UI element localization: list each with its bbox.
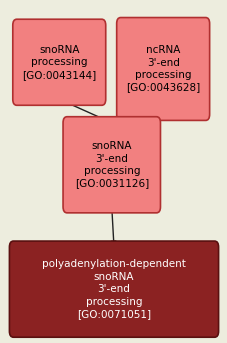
FancyBboxPatch shape [9,241,218,337]
Text: snoRNA
3'-end
processing
[GO:0031126]: snoRNA 3'-end processing [GO:0031126] [74,141,148,188]
FancyBboxPatch shape [63,117,160,213]
Text: snoRNA
processing
[GO:0043144]: snoRNA processing [GO:0043144] [22,45,96,80]
FancyBboxPatch shape [13,19,105,105]
Text: polyadenylation-dependent
snoRNA
3'-end
processing
[GO:0071051]: polyadenylation-dependent snoRNA 3'-end … [42,259,185,319]
Text: ncRNA
3'-end
processing
[GO:0043628]: ncRNA 3'-end processing [GO:0043628] [126,45,199,93]
FancyBboxPatch shape [116,17,209,120]
